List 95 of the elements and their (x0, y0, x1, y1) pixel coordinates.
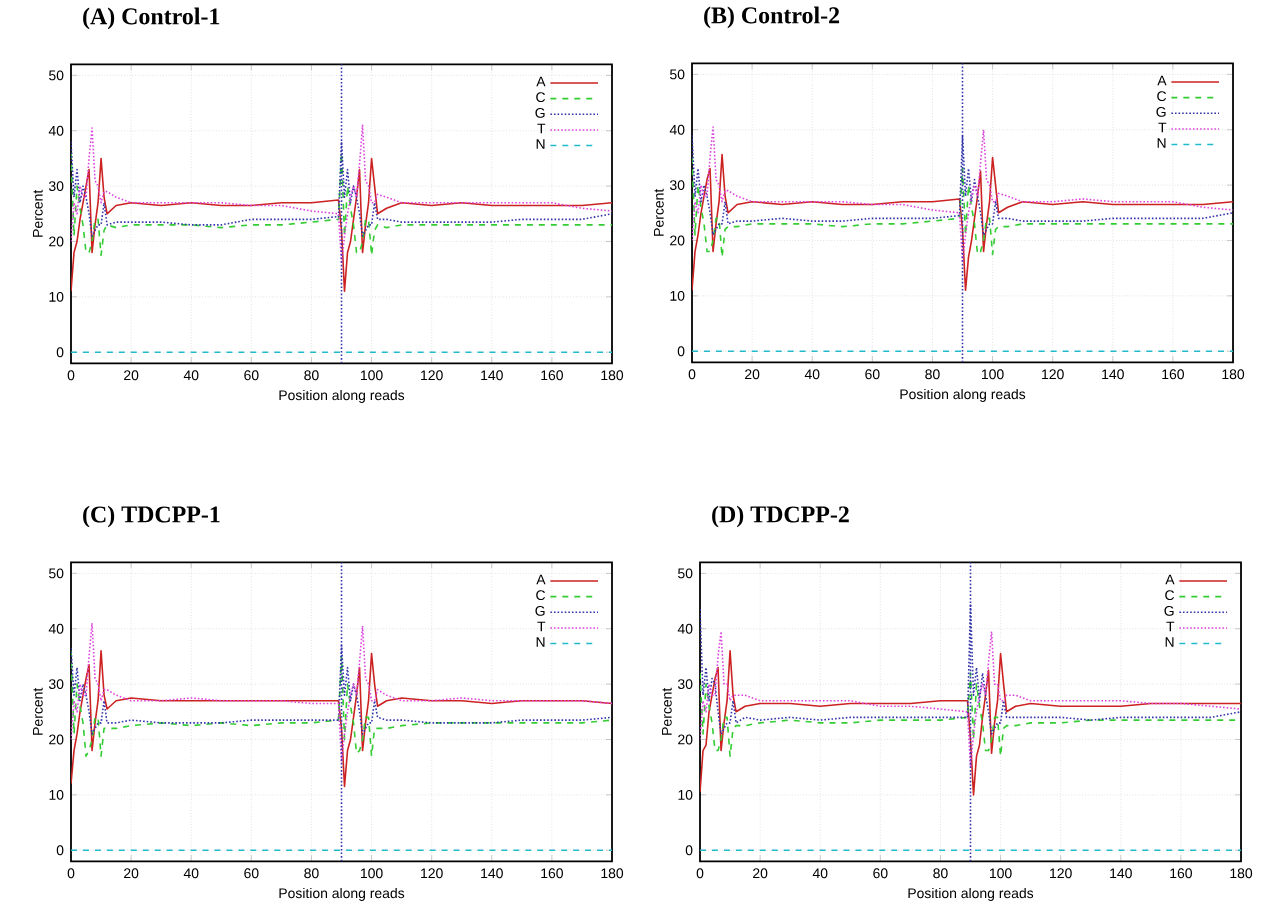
y-tick-label: 50 (49, 70, 64, 81)
x-tick-label: 160 (1162, 369, 1184, 380)
y-axis-title: Percent (654, 188, 664, 236)
y-tick-label: 0 (56, 845, 64, 856)
x-tick-label: 140 (1110, 868, 1132, 879)
x-tick-label: 0 (67, 370, 75, 381)
y-axis-title: Percent (33, 687, 43, 735)
x-tick-label: 60 (865, 369, 880, 380)
x-tick-label: 120 (1050, 868, 1072, 879)
x-tick-label: 40 (183, 370, 199, 381)
x-tick-label: 160 (541, 370, 563, 381)
legend-label: A (536, 76, 546, 87)
x-tick-label: 180 (601, 370, 624, 381)
x-tick-label: 0 (696, 868, 704, 879)
y-tick-label: 40 (669, 124, 685, 135)
chart-title: (A) Control-1 (83, 7, 220, 30)
y-tick-label: 10 (678, 789, 693, 800)
x-tick-label: 40 (812, 868, 828, 879)
x-tick-label: 80 (925, 369, 940, 380)
legend-label: T (1158, 122, 1167, 133)
y-axis-title: Percent (33, 189, 43, 237)
y-axis-title: Percent (662, 687, 672, 735)
legend-label: G (535, 605, 545, 616)
y-tick-label: 10 (670, 290, 685, 301)
legend-label: G (1156, 106, 1166, 117)
x-tick-label: 20 (753, 868, 768, 879)
x-tick-label: 100 (981, 369, 1004, 380)
x-tick-label: 20 (124, 868, 139, 879)
y-tick-label: 40 (48, 623, 64, 634)
legend-label: A (536, 574, 546, 585)
y-tick-label: 50 (49, 568, 64, 579)
x-tick-label: 140 (481, 370, 503, 381)
legend-label: N (1157, 138, 1166, 148)
chart-title: (C) TDCPP-1 (83, 505, 220, 528)
y-tick-label: 30 (48, 181, 64, 191)
x-tick-label: 180 (1230, 868, 1253, 879)
y-tick-label: 50 (678, 568, 693, 579)
x-tick-label: 0 (67, 868, 75, 879)
x-tick-label: 120 (1042, 369, 1064, 380)
chart-title: (D) TDCPP-2 (712, 505, 849, 528)
y-tick-label: 0 (685, 845, 693, 856)
legend-label: N (536, 637, 545, 647)
y-tick-label: 20 (49, 236, 64, 247)
legend-label: N (1165, 637, 1174, 647)
y-tick-label: 30 (669, 180, 685, 190)
y-tick-label: 20 (670, 235, 685, 246)
x-tick-label: 40 (804, 369, 820, 380)
y-tick-label: 40 (677, 623, 693, 634)
x-tick-label: 20 (124, 370, 139, 381)
y-tick-label: 10 (49, 291, 64, 302)
legend-label: C (536, 92, 546, 102)
x-tick-label: 80 (304, 868, 319, 879)
y-tick-label: 0 (56, 347, 64, 358)
y-tick-label: 50 (670, 69, 685, 80)
x-tick-label: 60 (873, 868, 888, 879)
x-tick-label: 160 (1170, 868, 1192, 879)
x-tick-label: 100 (360, 868, 383, 879)
legend-label: A (1165, 574, 1175, 585)
x-tick-label: 20 (745, 369, 760, 380)
x-tick-label: 80 (933, 868, 948, 879)
y-tick-label: 30 (48, 679, 64, 689)
legend-label: N (536, 139, 545, 149)
x-tick-label: 120 (421, 868, 443, 879)
y-tick-label: 0 (677, 346, 685, 357)
x-axis-title: Position along reads (908, 887, 1034, 901)
x-tick-label: 80 (304, 370, 319, 381)
x-axis-title: Position along reads (279, 887, 405, 901)
x-tick-label: 180 (601, 868, 624, 879)
legend-label: T (537, 123, 546, 134)
legend-label: T (537, 621, 546, 632)
x-tick-label: 120 (421, 370, 443, 381)
y-tick-label: 10 (49, 789, 64, 800)
legend-label: C (536, 590, 546, 600)
x-tick-label: 140 (1102, 369, 1124, 380)
legend-label: C (1165, 590, 1175, 600)
chart-title: (B) Control-2 (704, 6, 840, 29)
x-tick-label: 180 (1222, 369, 1245, 380)
legend-label: A (1157, 75, 1167, 86)
y-tick-label: 20 (49, 734, 64, 745)
x-tick-label: 100 (360, 370, 383, 381)
legend-label: G (1164, 605, 1174, 616)
x-tick-label: 40 (183, 868, 199, 879)
legend-label: C (1157, 91, 1167, 101)
legend-label: T (1166, 621, 1175, 632)
y-tick-label: 40 (48, 125, 64, 136)
y-tick-label: 20 (678, 734, 693, 745)
x-axis-title: Position along reads (279, 389, 405, 403)
x-axis-title: Position along reads (900, 388, 1026, 402)
x-tick-label: 100 (989, 868, 1012, 879)
x-tick-label: 60 (244, 370, 259, 381)
x-tick-label: 60 (244, 868, 259, 879)
x-tick-label: 140 (481, 868, 503, 879)
y-tick-label: 30 (677, 679, 693, 689)
x-tick-label: 160 (541, 868, 563, 879)
legend-label: G (535, 107, 545, 118)
